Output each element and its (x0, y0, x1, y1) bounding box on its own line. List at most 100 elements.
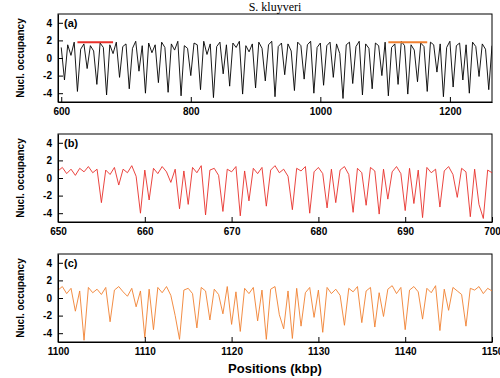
y-tick: 0 (46, 173, 63, 184)
panel: 1100 1110 1120 1130 1140 1150 -4 -2 0 2 4 Nucl. occ… (15, 254, 500, 376)
x-tick: 800 (183, 97, 200, 117)
y-tick: 0 (46, 293, 63, 304)
y-tick-label: 0 (46, 293, 52, 304)
y-tick-label: 4 (46, 18, 52, 29)
x-tick-label: 680 (311, 226, 328, 237)
x-tick: 670 (224, 217, 241, 237)
x-tick-label: 660 (137, 226, 154, 237)
x-tick-mark (492, 337, 493, 342)
x-tick-mark (191, 97, 192, 102)
y-tick-mark (58, 333, 63, 334)
x-tick-mark (232, 337, 233, 342)
x-tick-label: 800 (183, 106, 200, 117)
x-tick-mark (145, 337, 146, 342)
x-axis-line (59, 102, 493, 103)
y-tick-mark (58, 93, 63, 94)
x-tick-mark (320, 97, 321, 102)
panel-label: (a) (64, 17, 78, 29)
y-tick-label: 2 (46, 155, 52, 166)
y-tick: 4 (46, 258, 63, 269)
panel: 650660670680690700-4-2024Nucl. occupancy… (15, 134, 500, 237)
x-tick-mark (492, 217, 493, 222)
plot-area (58, 286, 492, 341)
x-tick: 660 (137, 217, 154, 237)
x-tick: 600 (53, 97, 70, 117)
y-tick-label: -2 (43, 310, 52, 321)
plot-area (61, 41, 492, 98)
x-axis-title: Positions (kbp) (228, 361, 322, 376)
y-tick-label: -4 (43, 328, 52, 339)
y-tick-label: -4 (43, 208, 52, 219)
x-tick-label: 1200 (439, 106, 462, 117)
zoom-region (388, 41, 427, 43)
y-tick-label: -2 (43, 70, 52, 81)
y-tick-label: -4 (43, 88, 52, 99)
x-tick-mark (61, 97, 62, 102)
y-tick-mark (58, 196, 63, 197)
x-tick: 700 (484, 217, 500, 237)
y-tick-label: 0 (46, 173, 52, 184)
y-tick-mark (58, 263, 63, 264)
y-tick-label: 4 (46, 258, 52, 269)
x-tick: 680 (311, 217, 328, 237)
occupancy-line (58, 286, 492, 341)
y-tick-mark (58, 160, 63, 161)
panel-label: (b) (64, 137, 78, 149)
y-tick: -4 (43, 328, 63, 339)
y-tick-mark (58, 298, 63, 299)
occupancy-line (58, 166, 492, 219)
panel-label: (c) (64, 257, 78, 269)
x-tick-mark (145, 217, 146, 222)
frame (58, 134, 492, 222)
x-tick-label: 1100 (48, 346, 70, 357)
y-tick: 2 (46, 155, 63, 166)
y-tick: 2 (46, 35, 63, 46)
x-tick-label: 1150 (482, 346, 500, 357)
x-tick-mark (405, 337, 406, 342)
x-tick: 690 (397, 217, 414, 237)
x-axis: 650 660 670 680 690 700 (50, 217, 500, 237)
y-tick-mark (58, 280, 63, 281)
x-tick-label: 600 (53, 106, 70, 117)
y-tick: -2 (43, 310, 63, 321)
x-tick-label: 1110 (135, 346, 157, 357)
y-axis-title: Nucl. occupancy (15, 258, 26, 338)
y-tick: 0 (46, 53, 63, 64)
x-tick-label: 650 (50, 226, 67, 237)
y-tick-label: -2 (43, 190, 52, 201)
x-tick: 1120 (221, 337, 243, 357)
y-tick: -2 (43, 190, 63, 201)
y-tick-mark (58, 76, 63, 77)
y-tick-mark (58, 143, 63, 144)
y-tick-mark (58, 213, 63, 214)
y-axis-title: Nucl. occupancy (15, 18, 26, 98)
y-tick-mark (58, 178, 63, 179)
x-tick-label: 670 (224, 226, 241, 237)
x-axis-line (59, 222, 493, 223)
x-tick: 1110 (135, 337, 157, 357)
y-tick-label: 0 (46, 53, 52, 64)
x-tick: 1130 (308, 337, 330, 357)
y-tick: 4 (46, 18, 63, 29)
panel: 600 800 1000 1200 -4 -2 0 2 4 Nucl. occupancy (a) (15, 14, 493, 117)
x-tick-mark (318, 337, 319, 342)
x-tick-label: 690 (397, 226, 414, 237)
y-tick-label: 2 (46, 35, 52, 46)
frame (58, 14, 492, 102)
x-tick-label: 700 (484, 226, 500, 237)
x-tick-mark (405, 217, 406, 222)
y-axis: -4 -2 0 2 4 (43, 255, 63, 343)
chart-title: S. kluyveri (249, 0, 302, 14)
y-tick: 2 (46, 275, 63, 286)
x-tick: 1000 (310, 97, 333, 117)
x-tick-label: 1140 (395, 346, 417, 357)
x-tick-mark (450, 97, 451, 102)
y-tick-mark (58, 316, 63, 317)
frame (58, 254, 492, 342)
x-tick-label: 1000 (310, 106, 333, 117)
x-tick-mark (232, 217, 233, 222)
x-tick: 1140 (395, 337, 417, 357)
zoom-region (77, 41, 113, 43)
y-tick: -4 (43, 88, 63, 99)
x-tick-label: 1130 (308, 346, 330, 357)
